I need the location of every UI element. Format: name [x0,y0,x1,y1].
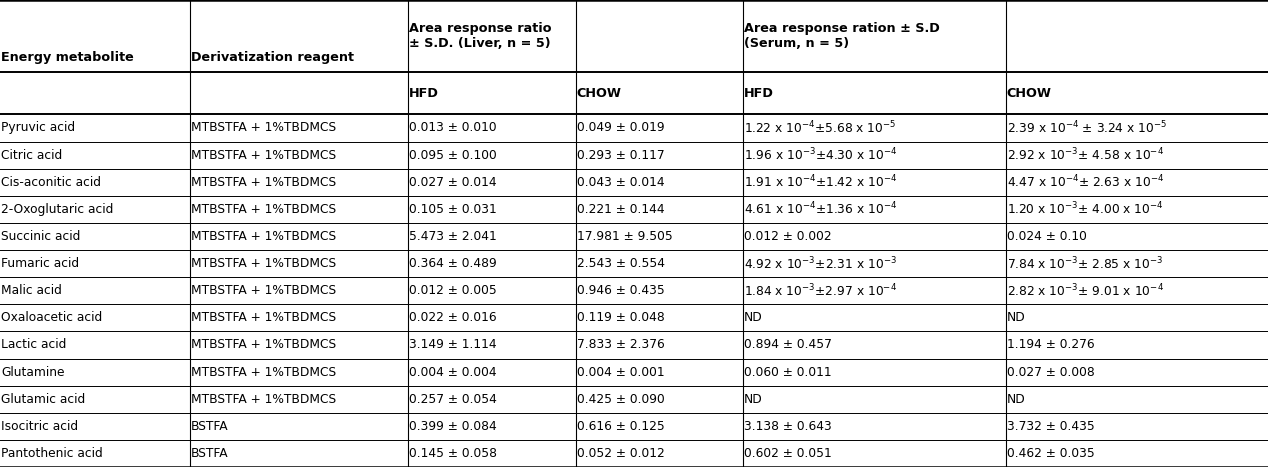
Text: 0.012 ± 0.005: 0.012 ± 0.005 [410,284,497,297]
Text: MTBSTFA + 1%TBDMCS: MTBSTFA + 1%TBDMCS [191,366,336,379]
Text: 0.049 ± 0.019: 0.049 ± 0.019 [577,121,664,134]
Text: HFD: HFD [410,87,439,100]
Text: MTBSTFA + 1%TBDMCS: MTBSTFA + 1%TBDMCS [191,176,336,189]
Text: Energy metabolite: Energy metabolite [1,51,133,64]
Text: MTBSTFA + 1%TBDMCS: MTBSTFA + 1%TBDMCS [191,311,336,324]
Text: 4.61 x 10$^{-4}$±1.36 x 10$^{-4}$: 4.61 x 10$^{-4}$±1.36 x 10$^{-4}$ [744,201,898,218]
Text: 0.027 ± 0.008: 0.027 ± 0.008 [1007,366,1094,379]
Text: 0.052 ± 0.012: 0.052 ± 0.012 [577,447,664,460]
Text: 0.095 ± 0.100: 0.095 ± 0.100 [410,149,497,162]
Text: ND: ND [1007,311,1026,324]
Text: CHOW: CHOW [577,87,621,100]
Text: 1.96 x 10$^{-3}$±4.30 x 10$^{-4}$: 1.96 x 10$^{-3}$±4.30 x 10$^{-4}$ [744,147,898,163]
Text: 2.39 x 10$^{-4}$ ± 3.24 x 10$^{-5}$: 2.39 x 10$^{-4}$ ± 3.24 x 10$^{-5}$ [1007,120,1167,136]
Text: 0.364 ± 0.489: 0.364 ± 0.489 [410,257,497,270]
Text: 0.024 ± 0.10: 0.024 ± 0.10 [1007,230,1087,243]
Text: Succinic acid: Succinic acid [1,230,80,243]
Text: MTBSTFA + 1%TBDMCS: MTBSTFA + 1%TBDMCS [191,149,336,162]
Text: 2-Oxoglutaric acid: 2-Oxoglutaric acid [1,203,113,216]
Text: 0.616 ± 0.125: 0.616 ± 0.125 [577,420,664,433]
Text: 5.473 ± 2.041: 5.473 ± 2.041 [410,230,497,243]
Text: 7.84 x 10$^{-3}$± 2.85 x 10$^{-3}$: 7.84 x 10$^{-3}$± 2.85 x 10$^{-3}$ [1007,255,1163,272]
Text: Derivatization reagent: Derivatization reagent [191,51,354,64]
Text: MTBSTFA + 1%TBDMCS: MTBSTFA + 1%TBDMCS [191,230,336,243]
Text: Fumaric acid: Fumaric acid [1,257,79,270]
Text: 0.221 ± 0.144: 0.221 ± 0.144 [577,203,664,216]
Text: 0.012 ± 0.002: 0.012 ± 0.002 [744,230,832,243]
Text: Lactic acid: Lactic acid [1,339,66,352]
Text: 0.060 ± 0.011: 0.060 ± 0.011 [744,366,832,379]
Text: 0.462 ± 0.035: 0.462 ± 0.035 [1007,447,1094,460]
Text: Isocitric acid: Isocitric acid [1,420,79,433]
Text: MTBSTFA + 1%TBDMCS: MTBSTFA + 1%TBDMCS [191,257,336,270]
Text: ND: ND [1007,393,1026,406]
Text: Glutamic acid: Glutamic acid [1,393,85,406]
Text: 3.732 ± 0.435: 3.732 ± 0.435 [1007,420,1094,433]
Text: 1.22 x 10$^{-4}$±5.68 x 10$^{-5}$: 1.22 x 10$^{-4}$±5.68 x 10$^{-5}$ [744,120,896,136]
Text: 3.138 ± 0.643: 3.138 ± 0.643 [744,420,832,433]
Text: Malic acid: Malic acid [1,284,62,297]
Text: 0.894 ± 0.457: 0.894 ± 0.457 [744,339,832,352]
Text: 1.20 x 10$^{-3}$± 4.00 x 10$^{-4}$: 1.20 x 10$^{-3}$± 4.00 x 10$^{-4}$ [1007,201,1163,218]
Text: Area response ratio
± S.D. (Liver, n = 5): Area response ratio ± S.D. (Liver, n = 5… [410,22,552,50]
Text: 1.84 x 10$^{-3}$±2.97 x 10$^{-4}$: 1.84 x 10$^{-3}$±2.97 x 10$^{-4}$ [744,283,896,299]
Text: ND: ND [744,311,763,324]
Text: Pyruvic acid: Pyruvic acid [1,121,75,134]
Text: 0.119 ± 0.048: 0.119 ± 0.048 [577,311,664,324]
Text: 0.004 ± 0.001: 0.004 ± 0.001 [577,366,664,379]
Text: ND: ND [744,393,763,406]
Text: Pantothenic acid: Pantothenic acid [1,447,103,460]
Text: 4.92 x 10$^{-3}$±2.31 x 10$^{-3}$: 4.92 x 10$^{-3}$±2.31 x 10$^{-3}$ [744,255,896,272]
Text: 0.425 ± 0.090: 0.425 ± 0.090 [577,393,664,406]
Text: 3.149 ± 1.114: 3.149 ± 1.114 [410,339,497,352]
Text: MTBSTFA + 1%TBDMCS: MTBSTFA + 1%TBDMCS [191,284,336,297]
Text: 0.399 ± 0.084: 0.399 ± 0.084 [410,420,497,433]
Text: 1.194 ± 0.276: 1.194 ± 0.276 [1007,339,1094,352]
Text: 0.043 ± 0.014: 0.043 ± 0.014 [577,176,664,189]
Text: 17.981 ± 9.505: 17.981 ± 9.505 [577,230,672,243]
Text: 0.022 ± 0.016: 0.022 ± 0.016 [410,311,497,324]
Text: 0.105 ± 0.031: 0.105 ± 0.031 [410,203,497,216]
Text: MTBSTFA + 1%TBDMCS: MTBSTFA + 1%TBDMCS [191,121,336,134]
Text: HFD: HFD [744,87,773,100]
Text: CHOW: CHOW [1007,87,1051,100]
Text: BSTFA: BSTFA [191,420,228,433]
Text: BSTFA: BSTFA [191,447,228,460]
Text: Glutamine: Glutamine [1,366,65,379]
Text: MTBSTFA + 1%TBDMCS: MTBSTFA + 1%TBDMCS [191,393,336,406]
Text: MTBSTFA + 1%TBDMCS: MTBSTFA + 1%TBDMCS [191,339,336,352]
Text: 0.004 ± 0.004: 0.004 ± 0.004 [410,366,497,379]
Text: Area response ration ± S.D
(Serum, n = 5): Area response ration ± S.D (Serum, n = 5… [744,22,940,50]
Text: 2.543 ± 0.554: 2.543 ± 0.554 [577,257,664,270]
Text: 0.946 ± 0.435: 0.946 ± 0.435 [577,284,664,297]
Text: 7.833 ± 2.376: 7.833 ± 2.376 [577,339,664,352]
Text: 0.027 ± 0.014: 0.027 ± 0.014 [410,176,497,189]
Text: 0.145 ± 0.058: 0.145 ± 0.058 [410,447,497,460]
Text: 0.293 ± 0.117: 0.293 ± 0.117 [577,149,664,162]
Text: MTBSTFA + 1%TBDMCS: MTBSTFA + 1%TBDMCS [191,203,336,216]
Text: 0.013 ± 0.010: 0.013 ± 0.010 [410,121,497,134]
Text: Cis-aconitic acid: Cis-aconitic acid [1,176,101,189]
Text: 0.602 ± 0.051: 0.602 ± 0.051 [744,447,832,460]
Text: Oxaloacetic acid: Oxaloacetic acid [1,311,103,324]
Text: 1.91 x 10$^{-4}$±1.42 x 10$^{-4}$: 1.91 x 10$^{-4}$±1.42 x 10$^{-4}$ [744,174,898,191]
Text: 0.257 ± 0.054: 0.257 ± 0.054 [410,393,497,406]
Text: Citric acid: Citric acid [1,149,62,162]
Text: 2.92 x 10$^{-3}$± 4.58 x 10$^{-4}$: 2.92 x 10$^{-3}$± 4.58 x 10$^{-4}$ [1007,147,1164,163]
Text: 2.82 x 10$^{-3}$± 9.01 x 10$^{-4}$: 2.82 x 10$^{-3}$± 9.01 x 10$^{-4}$ [1007,283,1164,299]
Text: 4.47 x 10$^{-4}$± 2.63 x 10$^{-4}$: 4.47 x 10$^{-4}$± 2.63 x 10$^{-4}$ [1007,174,1164,191]
